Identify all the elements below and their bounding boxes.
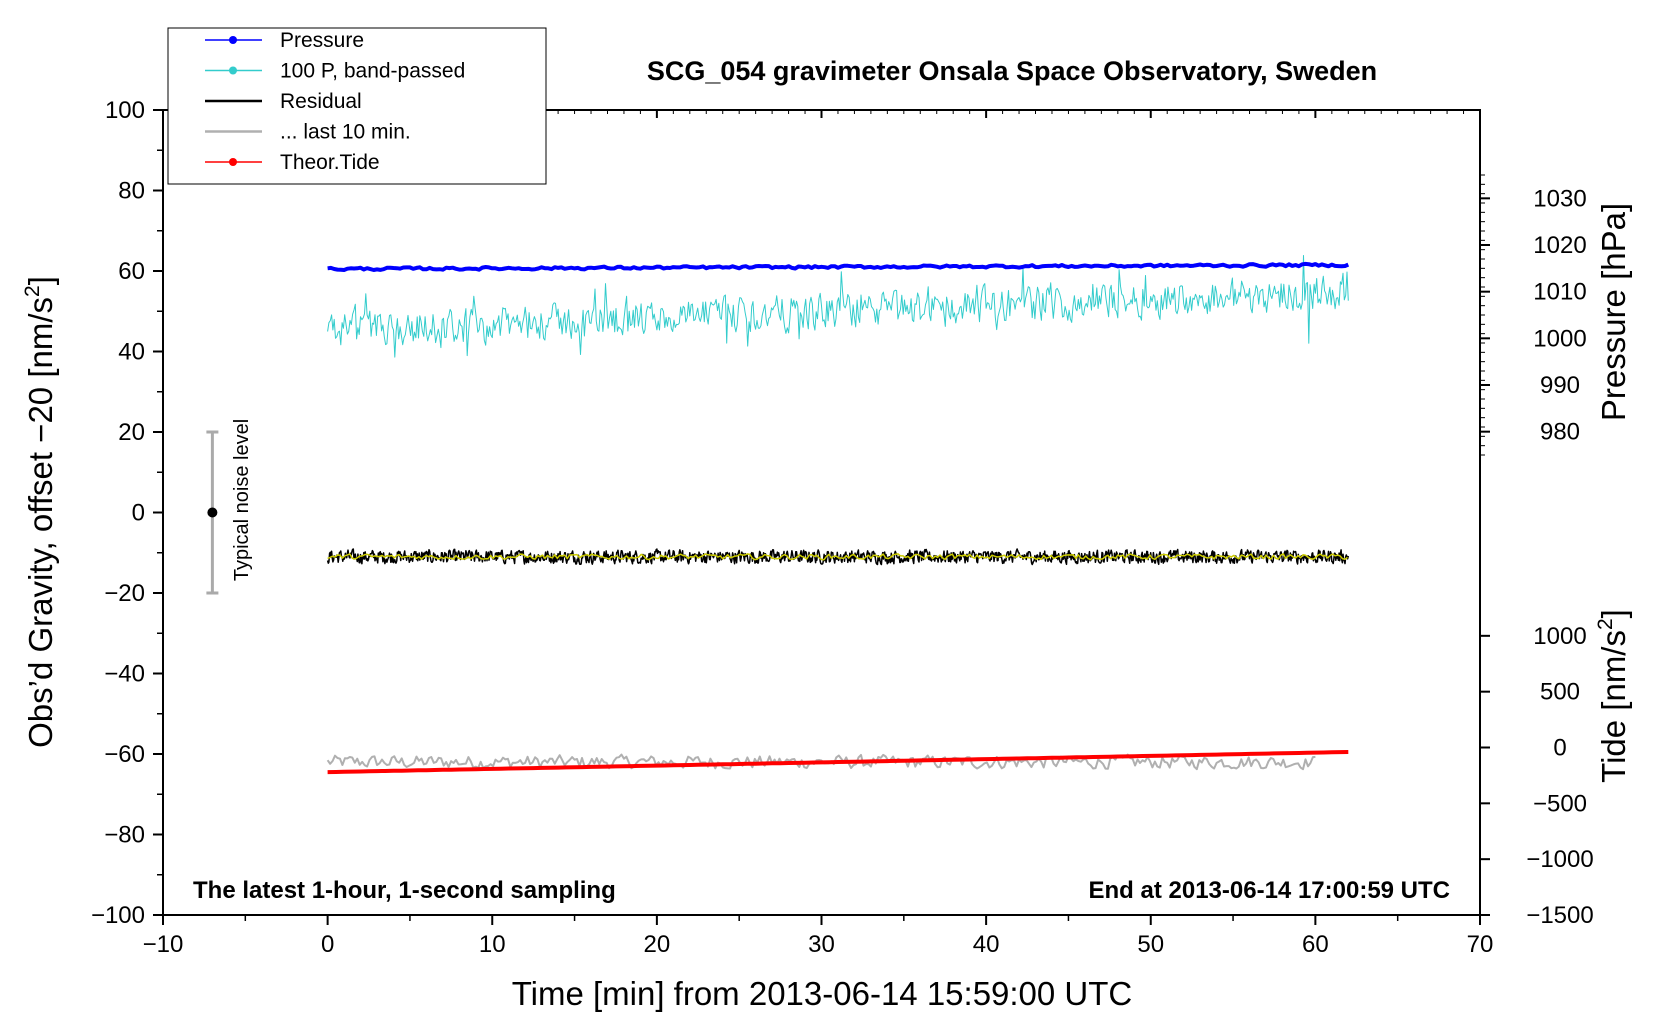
x-tick-label: −10 bbox=[143, 931, 184, 958]
left-y-axis: −100 −80 −60 −40 −20 0 20 40 60 80 100 bbox=[91, 97, 163, 929]
chart-title: SCG_054 gravimeter Onsala Space Observat… bbox=[647, 56, 1377, 86]
legend-label: 100 P, band-passed bbox=[280, 60, 465, 83]
right-y-axis: 980 990 1000 1010 1020 1030 −1500 −1000 −500 0 500… bbox=[1480, 174, 1594, 929]
annotation-sampling: The latest 1-hour, 1-second sampling bbox=[193, 877, 616, 904]
legend-label: ... last 10 min. bbox=[280, 121, 411, 144]
tide-axis-title-sup: 2 bbox=[1594, 618, 1617, 630]
noise-label: Typical noise level bbox=[231, 419, 253, 581]
y-left-tick-label: −20 bbox=[104, 580, 145, 607]
legend-label: Theor.Tide bbox=[280, 151, 380, 174]
tide-tick-label: 0 bbox=[1553, 735, 1566, 762]
pressure-axis-title: Pressure [hPa] bbox=[1595, 203, 1632, 421]
tide-tick-label: −1500 bbox=[1526, 902, 1593, 929]
noise-bar: Typical noise level bbox=[206, 419, 253, 595]
x-tick-label: 70 bbox=[1467, 931, 1494, 958]
left-y-axis-title-main: Obs’d Gravity, offset −20 [nm/s bbox=[22, 297, 59, 748]
left-y-axis-title: Obs’d Gravity, offset −20 [nm/s2] bbox=[21, 276, 59, 748]
y-left-tick-label: −100 bbox=[91, 902, 145, 929]
legend-marker bbox=[229, 36, 237, 44]
legend: Pressure 100 P, band-passed Residual ... la… bbox=[167, 27, 547, 185]
plot-frame bbox=[162, 109, 1481, 916]
minor-ticks bbox=[157, 110, 1465, 921]
pressure-tick-label: 990 bbox=[1540, 372, 1580, 399]
left-y-axis-title-sup: 2 bbox=[21, 285, 44, 297]
y-left-tick-label: 60 bbox=[118, 258, 145, 285]
x-tick-label: 60 bbox=[1302, 931, 1329, 958]
y-left-tick-label: −80 bbox=[104, 822, 145, 849]
y-left-tick-label: 0 bbox=[132, 500, 145, 527]
y-left-tick-label: 20 bbox=[118, 419, 145, 446]
y-left-tick-label: 40 bbox=[118, 339, 145, 366]
x-tick-label: 10 bbox=[479, 931, 506, 958]
y-left-tick-label: −60 bbox=[104, 741, 145, 768]
x-axis-title: Time [min] from 2013-06-14 15:59:00 UTC bbox=[512, 975, 1133, 1012]
tide-axis-title-main: Tide [nm/s bbox=[1595, 630, 1632, 783]
tide-tick-label: 1000 bbox=[1533, 623, 1586, 650]
annotation-end-time: End at 2013-06-14 17:00:59 UTC bbox=[1089, 877, 1451, 904]
series-residual-smoothed bbox=[327, 553, 1348, 561]
legend-marker bbox=[229, 158, 237, 166]
series-pressure bbox=[327, 261, 1350, 272]
tide-tick-label: −500 bbox=[1533, 790, 1587, 817]
x-tick-label: 0 bbox=[321, 931, 334, 958]
x-tick-label: 30 bbox=[808, 931, 835, 958]
x-tick-label: 50 bbox=[1137, 931, 1164, 958]
left-y-axis-title-end: ] bbox=[22, 276, 59, 285]
tide-axis-title: Tide [nm/s2] bbox=[1594, 609, 1632, 783]
noise-bar-center-dot bbox=[207, 507, 218, 518]
tide-tick-label: 500 bbox=[1540, 679, 1580, 706]
y-left-tick-label: 100 bbox=[105, 97, 145, 124]
series-theor-tide bbox=[327, 750, 1349, 775]
y-left-tick-label: −40 bbox=[104, 661, 145, 688]
tide-axis-title-end: ] bbox=[1595, 609, 1632, 618]
legend-label: Pressure bbox=[280, 29, 364, 52]
x-tick-label: 20 bbox=[644, 931, 671, 958]
pressure-tick-label: 1020 bbox=[1533, 232, 1586, 259]
pressure-tick-label: 1010 bbox=[1533, 279, 1586, 306]
x-tick-label: 40 bbox=[973, 931, 1000, 958]
pressure-tick-label: 1030 bbox=[1533, 185, 1586, 212]
series-layer bbox=[326, 255, 1350, 775]
pressure-tick-label: 1000 bbox=[1533, 325, 1586, 352]
y-left-tick-label: 80 bbox=[118, 178, 145, 205]
legend-marker bbox=[229, 66, 237, 75]
series-100-p-band-passed bbox=[327, 255, 1349, 358]
x-axis: −10 0 10 20 30 40 50 60 70 bbox=[143, 110, 1494, 958]
legend-label: Residual bbox=[280, 90, 362, 113]
legend-box bbox=[167, 27, 547, 185]
pressure-tick-label: 980 bbox=[1540, 419, 1580, 446]
tide-tick-label: −1000 bbox=[1526, 846, 1593, 873]
